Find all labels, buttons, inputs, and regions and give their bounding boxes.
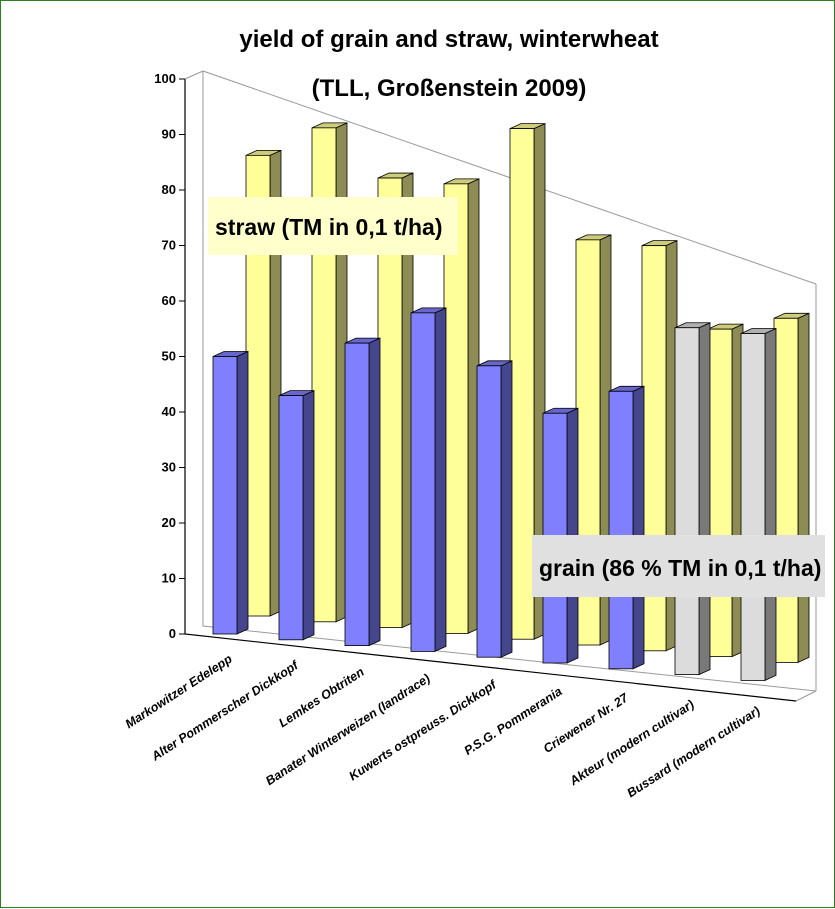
y-tick-label: 80 bbox=[162, 182, 176, 197]
grain-callout-box bbox=[532, 535, 825, 597]
straw-callout: straw (TM in 0,1 t/ha) bbox=[208, 197, 458, 255]
grain-bar-front bbox=[608, 390, 634, 670]
grain-bar-side bbox=[236, 350, 249, 635]
y-tick-label: 90 bbox=[162, 127, 176, 142]
x-category-label: Bussard (modern cultivar) bbox=[625, 704, 763, 800]
grain-bar-side bbox=[764, 327, 777, 682]
y-tick-label: 100 bbox=[154, 71, 176, 86]
y-tick-label: 0 bbox=[169, 626, 176, 641]
grain-bar bbox=[740, 327, 777, 682]
grain-bar bbox=[344, 337, 381, 647]
y-tick-label: 30 bbox=[162, 460, 176, 475]
x-category-label: Kuwerts ostpreuss. Dickkopf bbox=[347, 677, 501, 784]
y-tick-label: 10 bbox=[162, 571, 176, 586]
y-tick-label: 70 bbox=[162, 238, 176, 253]
grain-bar bbox=[212, 350, 249, 635]
straw-bar-front bbox=[509, 128, 535, 640]
y-tick-label: 50 bbox=[162, 349, 176, 364]
title-line-1: yield of grain and straw, winterwheat bbox=[239, 26, 658, 53]
grain-bar bbox=[410, 307, 447, 653]
grain-bar bbox=[674, 322, 711, 676]
y-axis: 0 10 20 30 40 50 60 70 80 90 100 bbox=[154, 71, 185, 641]
straw-bar bbox=[707, 323, 744, 658]
grain-callout: grain (86 % TM in 0,1 t/ha) bbox=[532, 535, 825, 597]
straw-bar bbox=[509, 122, 546, 640]
grain-bar-front bbox=[674, 327, 700, 676]
y-tick-label: 20 bbox=[162, 515, 176, 530]
straw-callout-box bbox=[208, 197, 458, 255]
grain-bar-side bbox=[434, 307, 447, 653]
grain-callout-label: grain (86 % TM in 0,1 t/ha) bbox=[539, 555, 821, 581]
grain-bar-side bbox=[302, 389, 315, 641]
grain-bar-front bbox=[212, 356, 238, 635]
y-tick-label: 60 bbox=[162, 293, 176, 308]
back-wall-edge bbox=[202, 71, 817, 692]
series-callouts: straw (TM in 0,1 t/ha) grain (86 % TM in … bbox=[208, 197, 825, 597]
bars-group bbox=[212, 122, 810, 682]
grain-bar-front bbox=[410, 312, 436, 652]
straw-bar-front bbox=[773, 317, 799, 663]
grain-bar-front bbox=[344, 342, 370, 647]
straw-bar-side bbox=[797, 312, 810, 664]
grain-bar bbox=[608, 385, 645, 670]
grain-bar-side bbox=[632, 385, 645, 670]
straw-callout-label: straw (TM in 0,1 t/ha) bbox=[215, 214, 442, 240]
grain-bar-front bbox=[740, 333, 766, 681]
grain-bar-front bbox=[476, 365, 502, 658]
x-category-label: Akteur (modern cultivar) bbox=[566, 697, 696, 788]
grain-bar-front bbox=[278, 395, 304, 641]
wall-corner-right bbox=[795, 690, 817, 702]
grain-bar bbox=[278, 389, 315, 641]
grain-bar-side bbox=[698, 322, 711, 676]
straw-bar bbox=[773, 312, 810, 664]
grain-bar-side bbox=[500, 360, 513, 658]
grain-bar-side bbox=[368, 337, 381, 647]
x-category-label: Alter Pommerscher Dickkopf bbox=[148, 657, 302, 764]
grain-bar bbox=[476, 360, 513, 658]
chart-title: yield of grain and straw, winterwheat (T… bbox=[239, 26, 658, 102]
title-line-2: (TLL, Großenstein 2009) bbox=[312, 75, 587, 102]
back-wall-top bbox=[202, 70, 817, 285]
straw-bar-front bbox=[707, 328, 733, 658]
wall-corner-top bbox=[184, 70, 204, 80]
y-tick-label: 40 bbox=[162, 404, 176, 419]
